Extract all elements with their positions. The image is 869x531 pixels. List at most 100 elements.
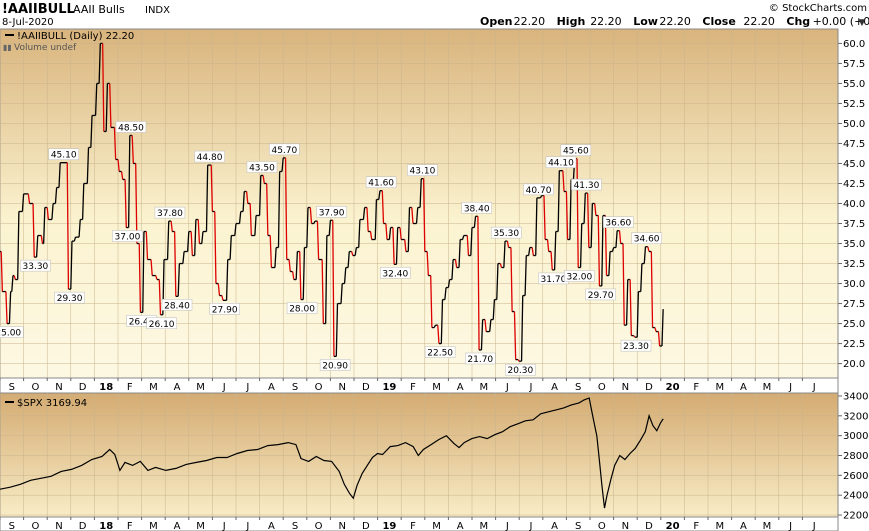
series-segment — [299, 251, 302, 300]
month-label: A — [268, 382, 275, 393]
value-label: 37.00 — [115, 233, 141, 243]
value-label-box — [269, 143, 300, 156]
series-segment — [131, 135, 134, 164]
series-segment — [66, 162, 70, 290]
series-segment — [210, 165, 214, 212]
series-segment — [254, 215, 257, 236]
series-segment — [597, 215, 601, 286]
value-label: 45.10 — [51, 151, 77, 161]
series-segment — [170, 221, 173, 232]
month-label: A — [174, 521, 181, 531]
series-segment — [78, 219, 81, 238]
value-label: 32.40 — [382, 269, 408, 279]
month-label: M — [715, 521, 724, 531]
month-label: A — [457, 521, 464, 531]
month-label: N — [55, 382, 62, 393]
series-segment — [426, 251, 429, 276]
spx-ytick-label: 2800 — [843, 451, 868, 462]
month-label: F — [127, 382, 133, 393]
value-label-box — [209, 303, 240, 315]
series-segment — [358, 219, 361, 248]
series-segment — [385, 223, 388, 240]
spx-ytick-label: 2200 — [843, 511, 868, 522]
ohlc-label-high: High — [557, 15, 586, 28]
spx-legend: $SPX 3169.94 — [5, 398, 87, 409]
main-gridlines — [0, 29, 838, 378]
series-segment — [553, 231, 557, 270]
series-segment — [81, 183, 85, 220]
close-arrow-icon[interactable]: ▼ — [859, 18, 866, 28]
series-segment — [266, 183, 269, 236]
series-segment — [11, 275, 14, 292]
month-label: M — [763, 521, 772, 531]
series-segment — [531, 247, 535, 256]
value-label-box — [631, 232, 662, 244]
series-segment — [473, 216, 477, 228]
series-segment — [430, 275, 433, 328]
value-label-box — [585, 288, 616, 301]
value-label: 35.30 — [493, 229, 519, 239]
series-segment — [328, 220, 332, 236]
series-segment — [229, 235, 232, 260]
value-label: 45.70 — [271, 146, 297, 156]
main-ytick-label: 47.5 — [843, 139, 865, 150]
series-segment — [643, 246, 647, 264]
value-label: 23.30 — [623, 342, 649, 352]
series-segment — [543, 195, 546, 240]
month-label: J — [529, 382, 533, 393]
month-label: O — [598, 382, 606, 393]
value-label-box — [286, 302, 318, 314]
value-label-box — [424, 346, 456, 358]
series-segment — [661, 309, 664, 347]
main-ytick-label: 22.5 — [843, 339, 865, 350]
series-segment — [527, 247, 531, 256]
series-segment — [205, 165, 209, 232]
spx-ytick-label: 3400 — [843, 391, 868, 402]
main-ytick-label: 45.0 — [843, 159, 865, 170]
series-segment — [539, 195, 543, 199]
value-label-box — [319, 359, 351, 371]
series-segment — [284, 157, 288, 260]
series-segment — [145, 231, 149, 260]
month-label: J — [812, 382, 816, 393]
value-label: 48.50 — [118, 123, 144, 133]
series-segment — [440, 299, 444, 344]
series-segment — [242, 191, 245, 212]
series-segment — [625, 279, 629, 326]
spx-ytick-label: 3200 — [843, 411, 868, 422]
series-segment — [190, 231, 193, 256]
spx-series — [0, 397, 664, 509]
main-ytick-label: 20.0 — [843, 359, 865, 370]
spx-gridlines — [0, 393, 838, 517]
symbol-title: !AAIIBULL — [2, 2, 75, 17]
value-label: 41.60 — [368, 179, 394, 189]
month-label: S — [575, 521, 581, 531]
series-segment — [127, 135, 131, 228]
value-label-box — [560, 144, 592, 156]
series-segment — [249, 203, 252, 236]
value-label-box — [465, 352, 496, 365]
value-label-box — [603, 216, 634, 228]
month-label: A — [551, 382, 558, 393]
series-segment — [98, 43, 101, 84]
month-label: J — [222, 521, 226, 531]
series-segment — [295, 251, 299, 280]
month-label: M — [715, 382, 724, 393]
series-segment — [657, 331, 661, 347]
main-legend-label: !AAIIBULL (Daily) 22.20 — [17, 31, 134, 42]
series-segment — [94, 83, 98, 116]
month-label: J — [529, 521, 533, 531]
spx-ytick-label: 3000 — [843, 431, 868, 442]
series-segment — [576, 158, 579, 268]
series-segment — [335, 303, 339, 357]
value-label-box — [523, 183, 554, 196]
series-segment — [150, 259, 153, 276]
month-label: A — [551, 521, 558, 531]
series-segment — [640, 263, 643, 292]
month-label: J — [788, 521, 792, 531]
series-segment — [186, 231, 190, 252]
month-label: N — [622, 521, 629, 531]
month-axis-top-labels: S O N D 18 F M A M J J A S O N D 19 F M A M J J A S O N D 20 F M A M J J — [0, 378, 816, 393]
main-ytick-label: 35.0 — [843, 239, 865, 250]
month-label: D — [79, 382, 87, 393]
